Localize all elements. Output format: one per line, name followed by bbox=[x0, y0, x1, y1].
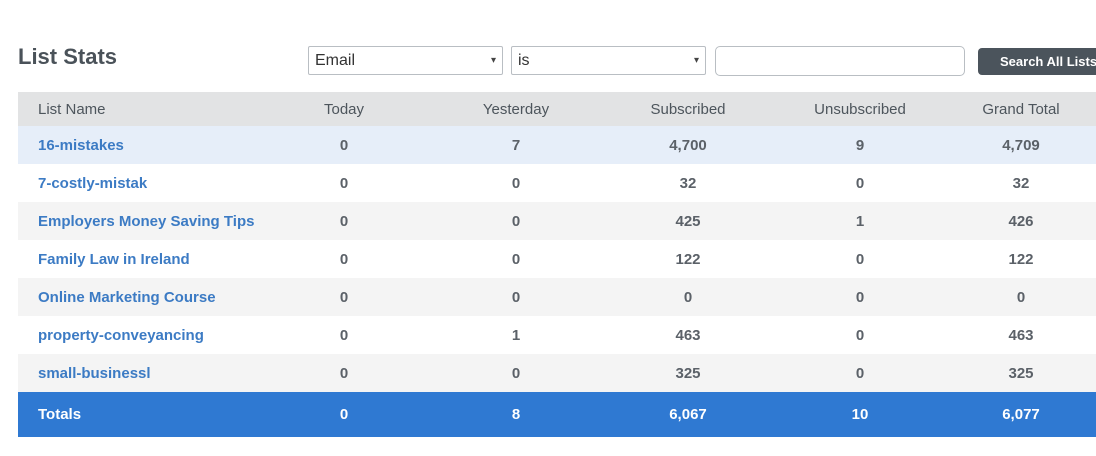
table-row: property-conveyancing 0 1 463 0 463 bbox=[18, 316, 1096, 354]
yesterday-cell: 0 bbox=[511, 288, 521, 306]
list-name-link[interactable]: 7-costly-mistak bbox=[38, 174, 148, 192]
unsubscribed-cell: 0 bbox=[855, 364, 865, 382]
today-cell: 0 bbox=[339, 250, 349, 268]
grand-total-cell: 426 bbox=[1008, 212, 1034, 230]
list-name-link[interactable]: small-businessl bbox=[38, 364, 151, 382]
yesterday-cell: 0 bbox=[511, 212, 521, 230]
grand-total-cell: 122 bbox=[1008, 250, 1034, 268]
search-input[interactable] bbox=[715, 46, 965, 76]
today-cell: 0 bbox=[339, 212, 349, 230]
totals-subscribed: 6,067 bbox=[602, 392, 774, 437]
today-cell: 0 bbox=[339, 174, 349, 192]
yesterday-cell: 1 bbox=[511, 326, 521, 344]
unsubscribed-cell: 0 bbox=[855, 174, 865, 192]
grand-total-cell: 4,709 bbox=[1002, 136, 1040, 154]
table-row: 7-costly-mistak 0 0 32 0 32 bbox=[18, 164, 1096, 202]
grand-total-cell: 325 bbox=[1008, 364, 1034, 382]
column-header-yesterday[interactable]: Yesterday bbox=[430, 92, 602, 126]
page-title: List Stats bbox=[18, 44, 118, 69]
subscribed-cell: 325 bbox=[675, 364, 701, 382]
table-row: Online Marketing Course 0 0 0 0 0 bbox=[18, 278, 1096, 316]
yesterday-cell: 0 bbox=[511, 250, 521, 268]
today-cell: 0 bbox=[339, 326, 349, 344]
subscribed-cell: 463 bbox=[675, 326, 701, 344]
column-header-subscribed[interactable]: Subscribed bbox=[602, 92, 774, 126]
grand-total-cell: 32 bbox=[1012, 174, 1030, 192]
list-stats-table: List Name Today Yesterday Subscribed Uns… bbox=[18, 92, 1096, 437]
chevron-down-icon: ▾ bbox=[490, 55, 496, 66]
yesterday-cell: 0 bbox=[511, 174, 521, 192]
today-cell: 0 bbox=[339, 288, 349, 306]
column-header-grand-total[interactable]: Grand Total bbox=[946, 92, 1096, 126]
subscribed-cell: 0 bbox=[683, 288, 693, 306]
list-name-link[interactable]: 16-mistakes bbox=[38, 136, 124, 154]
operator-select[interactable]: is ▾ bbox=[511, 46, 706, 75]
totals-label: Totals bbox=[18, 392, 258, 437]
field-select-value: Email bbox=[315, 52, 356, 69]
table-row: Family Law in Ireland 0 0 122 0 122 bbox=[18, 240, 1096, 278]
table-row: 16-mistakes 0 7 4,700 9 4,709 bbox=[18, 126, 1096, 164]
unsubscribed-cell: 0 bbox=[855, 288, 865, 306]
column-header-unsubscribed[interactable]: Unsubscribed bbox=[774, 92, 946, 126]
totals-today: 0 bbox=[258, 392, 430, 437]
chevron-down-icon: ▾ bbox=[693, 55, 699, 66]
table-row: Employers Money Saving Tips 0 0 425 1 42… bbox=[18, 202, 1096, 240]
list-name-link[interactable]: property-conveyancing bbox=[38, 326, 204, 344]
search-all-lists-button[interactable]: Search All Lists bbox=[978, 48, 1096, 75]
yesterday-cell: 7 bbox=[511, 136, 521, 154]
list-name-link[interactable]: Online Marketing Course bbox=[38, 288, 216, 306]
subscribed-cell: 4,700 bbox=[669, 136, 707, 154]
table-row: small-businessl 0 0 325 0 325 bbox=[18, 354, 1096, 392]
subscribed-cell: 122 bbox=[675, 250, 701, 268]
subscribed-cell: 32 bbox=[679, 174, 697, 192]
unsubscribed-cell: 0 bbox=[855, 326, 865, 344]
today-cell: 0 bbox=[339, 364, 349, 382]
column-header-today[interactable]: Today bbox=[258, 92, 430, 126]
today-cell: 0 bbox=[339, 136, 349, 154]
totals-yesterday: 8 bbox=[430, 392, 602, 437]
list-name-link[interactable]: Employers Money Saving Tips bbox=[38, 212, 255, 230]
unsubscribed-cell: 1 bbox=[855, 212, 865, 230]
table-header-row: List Name Today Yesterday Subscribed Uns… bbox=[18, 92, 1096, 126]
unsubscribed-cell: 0 bbox=[855, 250, 865, 268]
grand-total-cell: 463 bbox=[1008, 326, 1034, 344]
field-select[interactable]: Email ▾ bbox=[308, 46, 503, 75]
grand-total-cell: 0 bbox=[1016, 288, 1026, 306]
subscribed-cell: 425 bbox=[675, 212, 701, 230]
list-name-link[interactable]: Family Law in Ireland bbox=[38, 250, 190, 268]
totals-grand-total: 6,077 bbox=[946, 392, 1096, 437]
totals-row: Totals 0 8 6,067 10 6,077 bbox=[18, 392, 1096, 437]
yesterday-cell: 0 bbox=[511, 364, 521, 382]
totals-unsubscribed: 10 bbox=[774, 392, 946, 437]
unsubscribed-cell: 9 bbox=[855, 136, 865, 154]
column-header-list-name[interactable]: List Name bbox=[18, 92, 258, 126]
operator-select-value: is bbox=[518, 52, 530, 69]
